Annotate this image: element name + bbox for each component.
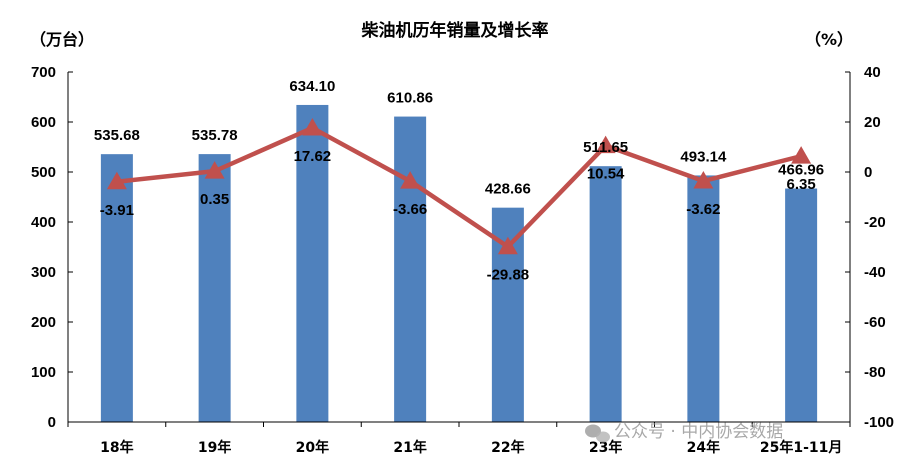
left-tick-label: 700 [31, 64, 56, 81]
left-tick-label: 400 [31, 214, 56, 231]
bar-series [100, 104, 818, 423]
x-tick-label: 18年 [100, 439, 133, 456]
growth-data-label: 0.35 [200, 191, 229, 208]
right-tick-label: 0 [864, 164, 872, 181]
left-axis-unit: （万台） [30, 30, 94, 49]
right-tick-label: -60 [864, 314, 886, 331]
left-tick-label: 200 [31, 314, 56, 331]
bar [394, 116, 427, 422]
wechat-icon [585, 424, 610, 443]
right-tick-label: -100 [864, 414, 894, 431]
growth-data-label: 17.62 [294, 148, 332, 165]
bar [100, 154, 133, 422]
growth-line [116, 125, 802, 249]
left-tick-label: 500 [31, 164, 56, 181]
bar [589, 166, 622, 422]
triangle-marker [497, 236, 518, 255]
right-axis-unit: （%） [805, 30, 853, 49]
bar-data-label: 428.66 [485, 181, 531, 198]
x-tick-label: 25年1-11月 [760, 439, 843, 456]
triangle-marker [106, 171, 127, 190]
watermark: 公众号 · 中内协会数据 [585, 422, 783, 443]
left-tick-label: 0 [48, 414, 56, 431]
right-tick-label: 40 [864, 64, 881, 81]
growth-data-label: -3.66 [393, 201, 427, 218]
axes: 0 100 200 300 400 500 600 700 -100 -80 -60 -40 -20 0 2… [31, 64, 894, 456]
triangle-marker [595, 135, 616, 154]
growth-data-label: -29.88 [487, 267, 530, 284]
bar [296, 104, 329, 422]
bar-data-label: 493.14 [680, 148, 727, 165]
triangle-marker [204, 161, 225, 179]
right-tick-label: -20 [864, 214, 886, 231]
x-tick-label: 20年 [296, 439, 329, 456]
chart-title: 柴油机历年销量及增长率 [361, 20, 549, 41]
bar-data-label: 610.86 [387, 90, 433, 107]
bar-data-label: 535.78 [192, 127, 238, 144]
right-tick-label: 20 [864, 114, 881, 131]
data-labels: 535.68 535.78 634.10 610.86 428.66 511.65 493.… [94, 78, 824, 284]
bar-data-label: 535.68 [94, 127, 140, 144]
triangle-marker [302, 117, 323, 136]
growth-data-label: 10.54 [587, 166, 625, 183]
bar [687, 175, 720, 422]
bar-data-label: 511.65 [583, 139, 628, 156]
bar [198, 154, 231, 423]
left-tick-label: 600 [31, 114, 56, 131]
growth-data-label: -3.62 [686, 201, 720, 218]
growth-data-label: -3.91 [100, 202, 134, 219]
left-tick-label: 100 [31, 364, 56, 381]
x-tick-label: 23年 [589, 439, 622, 456]
bar-data-label: 466.96 [778, 162, 824, 179]
growth-line-series [106, 117, 812, 255]
x-tick-label: 22年 [491, 439, 524, 456]
watermark-text: 公众号 · 中内协会数据 [614, 422, 783, 442]
triangle-marker [693, 171, 714, 189]
triangle-marker [400, 171, 421, 189]
right-tick-label: -80 [864, 364, 886, 381]
x-tick-label: 21年 [393, 439, 426, 456]
triangle-marker [791, 146, 812, 164]
bar [785, 188, 818, 422]
left-tick-label: 300 [31, 264, 56, 281]
right-tick-label: -40 [864, 264, 886, 281]
bar-data-label: 634.10 [289, 78, 335, 95]
growth-data-label: 6.35 [787, 176, 816, 193]
x-tick-label: 24年 [687, 439, 720, 456]
x-tick-label: 19年 [198, 439, 231, 456]
